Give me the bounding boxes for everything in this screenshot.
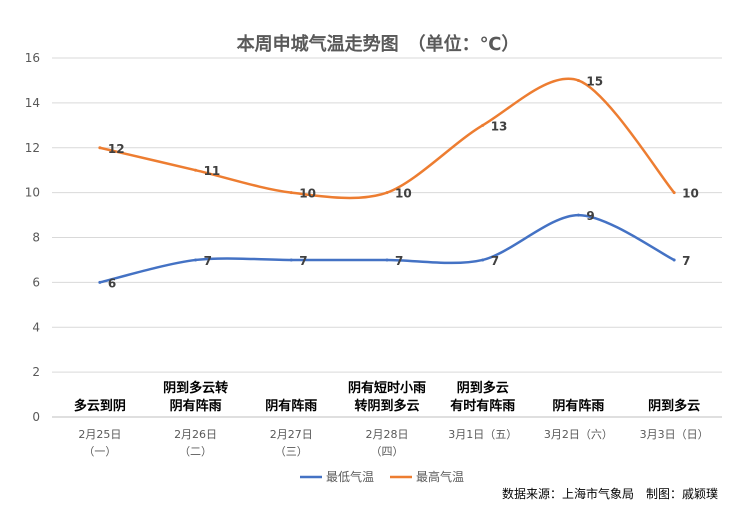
source-note: 数据来源：上海市气象局 制图：戚颖璞 [502, 486, 718, 501]
data-label: 7 [299, 254, 307, 268]
data-label: 9 [586, 209, 594, 223]
series-line [98, 77, 676, 200]
weather-label: 多云到阴 [74, 398, 126, 414]
data-label: 6 [108, 276, 116, 290]
data-point [576, 78, 580, 82]
y-tick-label: 10 [25, 186, 40, 200]
y-tick-label: 6 [32, 275, 40, 289]
y-tick-label: 8 [32, 231, 40, 245]
data-label: 15 [586, 74, 603, 88]
data-label: 10 [682, 187, 699, 201]
x-weekday-label: （二） [179, 445, 212, 458]
legend: 最低气温 最高气温 [300, 469, 464, 484]
weather-label: 转阴到多云 [354, 398, 419, 414]
y-tick-label: 2 [32, 365, 40, 379]
x-weekday-label: （三） [275, 445, 308, 458]
weather-label: 有时有阵雨 [450, 398, 515, 414]
data-point [385, 258, 389, 262]
weather-label: 阴到多云 [457, 380, 509, 396]
y-tick-label: 16 [25, 51, 40, 65]
weather-label: 阴到多云转 [163, 380, 228, 396]
series-lines [98, 77, 676, 284]
data-label: 10 [299, 187, 316, 201]
data-point [289, 191, 293, 195]
y-tick-label: 12 [25, 141, 40, 155]
x-weekday-label: （四） [371, 445, 404, 458]
data-point [672, 258, 676, 262]
data-label: 13 [491, 119, 508, 133]
y-tick-label: 0 [32, 410, 40, 424]
y-tick-label: 4 [32, 320, 40, 334]
x-date-label: 2月26日 [174, 428, 217, 441]
x-date-label: 3月3日（日） [640, 428, 709, 441]
data-point [481, 258, 485, 262]
weather-label: 阴有阵雨 [170, 398, 222, 414]
data-point [194, 258, 198, 262]
gridlines [52, 57, 722, 418]
data-label: 12 [108, 142, 125, 156]
x-date-label: 3月2日（六） [544, 428, 613, 441]
data-point [98, 280, 102, 284]
weather-label: 阴有阵雨 [265, 398, 317, 414]
data-label: 7 [395, 254, 403, 268]
weather-label: 阴有短时小雨 [348, 380, 426, 396]
x-date-label: 3月1日（五） [448, 428, 517, 441]
y-axis-ticks: 0 2 4 6 8 10 12 14 16 [25, 51, 40, 424]
data-label: 11 [204, 164, 221, 178]
x-date-label: 2月28日 [366, 428, 409, 441]
data-point [98, 146, 102, 150]
data-point [481, 123, 485, 127]
y-tick-label: 14 [25, 96, 40, 110]
chart-title: 本周申城气温走势图 （单位：℃） [237, 33, 520, 55]
series-line [98, 213, 676, 284]
x-date-label: 2月27日 [270, 428, 313, 441]
legend-label: 最低气温 [326, 469, 374, 484]
data-point [194, 168, 198, 172]
weather-label: 阴到多云 [648, 398, 700, 414]
legend-label: 最高气温 [416, 469, 464, 484]
data-label: 7 [682, 254, 690, 268]
data-label: 7 [204, 254, 212, 268]
weather-label: 阴有阵雨 [552, 398, 604, 414]
x-date-label: 2月25日 [78, 428, 121, 441]
data-point [289, 258, 293, 262]
data-labels: 6 7 7 7 7 9 7 12 11 10 10 13 15 10 [108, 74, 699, 290]
x-weekday-label: （一） [83, 445, 116, 458]
data-point [576, 213, 580, 217]
data-point [385, 191, 389, 195]
data-label: 7 [491, 254, 499, 268]
data-point [672, 191, 676, 195]
data-label: 10 [395, 187, 412, 201]
